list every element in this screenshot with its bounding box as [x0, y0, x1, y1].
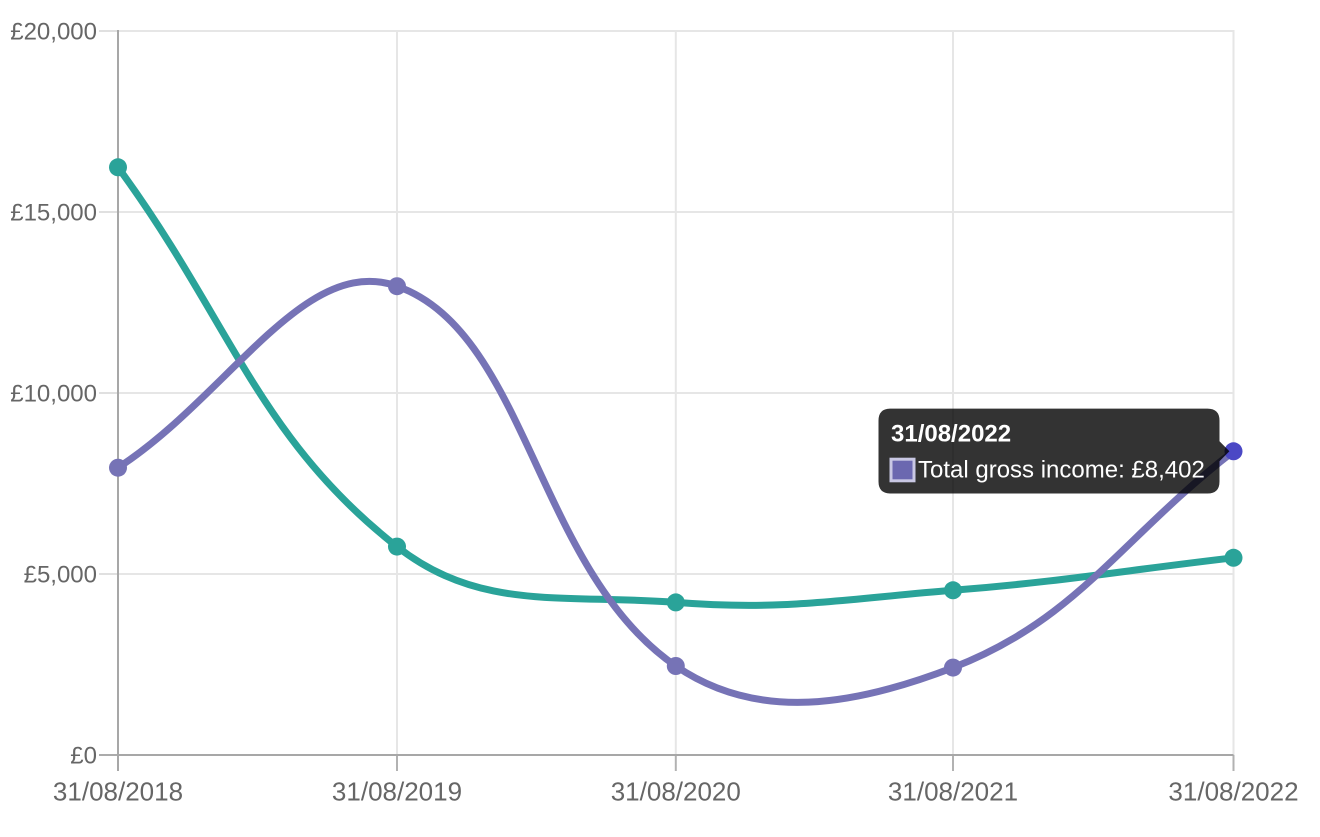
svg-text:£0: £0 [70, 743, 97, 770]
svg-text:31/08/2020: 31/08/2020 [611, 777, 741, 807]
svg-text:£15,000: £15,000 [10, 200, 97, 227]
svg-text:31/08/2022: 31/08/2022 [1168, 777, 1298, 807]
svg-text:31/08/2018: 31/08/2018 [53, 777, 183, 807]
svg-text:£10,000: £10,000 [10, 381, 97, 408]
svg-text:31/08/2022: 31/08/2022 [891, 421, 1011, 448]
svg-text:31/08/2019: 31/08/2019 [332, 777, 462, 807]
svg-text:£20,000: £20,000 [10, 19, 97, 46]
svg-text:31/08/2021: 31/08/2021 [888, 777, 1018, 807]
svg-text:Total gross income: £8,402: Total gross income: £8,402 [918, 457, 1205, 484]
svg-text:£5,000: £5,000 [24, 562, 97, 589]
